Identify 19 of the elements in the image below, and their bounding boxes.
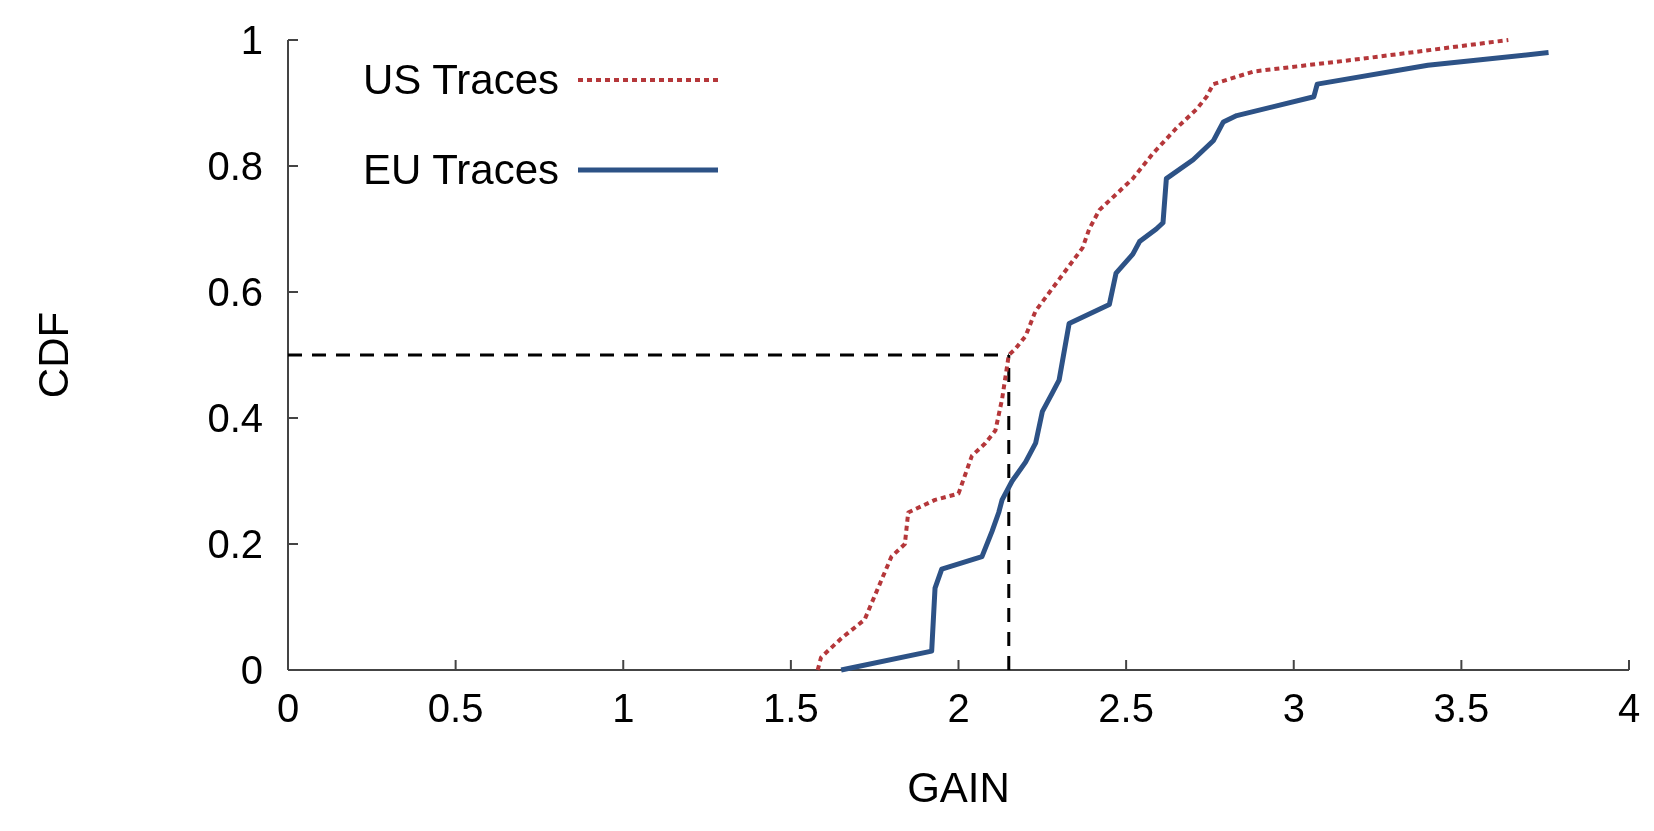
x-tick-label: 1.5 — [763, 686, 819, 730]
x-tick-label: 3 — [1282, 686, 1305, 730]
y-tick-label: 0.4 — [207, 396, 263, 440]
x-tick-label: 2 — [947, 686, 970, 730]
legend-label: EU Traces — [363, 146, 560, 193]
y-tick-label: 0.2 — [207, 522, 263, 566]
y-axis-title: CDF — [30, 311, 77, 399]
x-tick-label: 2.5 — [1098, 686, 1154, 730]
y-tick-label: 1 — [240, 18, 263, 62]
x-tick-label: 4 — [1617, 686, 1641, 730]
y-tick-label: 0.8 — [207, 144, 263, 188]
y-tick-label: 0 — [240, 648, 263, 692]
x-tick-label: 0.5 — [427, 686, 484, 730]
y-tick-label: 0.6 — [207, 270, 263, 314]
x-axis-title: GAIN — [907, 764, 1010, 811]
x-tick-label: 0 — [276, 686, 300, 730]
x-tick-label: 1 — [612, 686, 635, 730]
x-tick-label: 3.5 — [1433, 686, 1490, 730]
legend-label: US Traces — [363, 56, 560, 103]
